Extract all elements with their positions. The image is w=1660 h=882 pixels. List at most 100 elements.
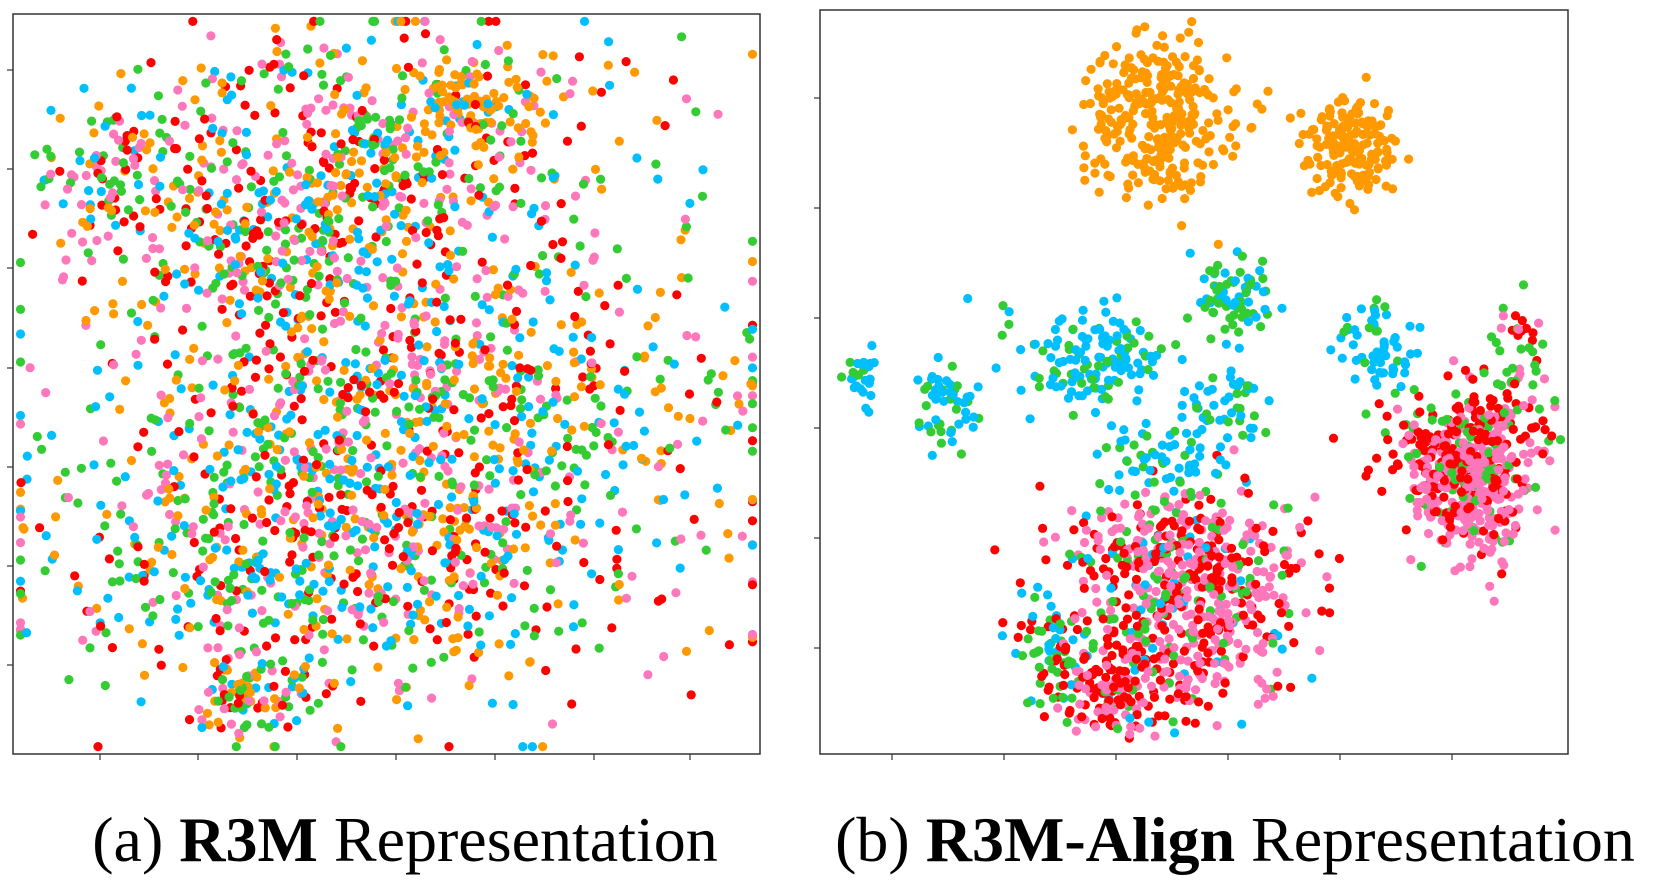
data-point-green [1045, 656, 1055, 666]
data-point-pink [1210, 678, 1220, 689]
data-point-red [1133, 641, 1143, 652]
data-point-red [133, 542, 143, 552]
data-point-cyan [948, 390, 958, 400]
data-point-green [926, 427, 936, 437]
data-point-cyan [324, 576, 334, 587]
data-point-orange [167, 222, 177, 232]
data-point-orange [1324, 133, 1334, 143]
data-point-red [491, 16, 501, 26]
data-point-red [1303, 516, 1313, 526]
data-point-green [64, 675, 74, 685]
data-point-orange [526, 327, 536, 337]
data-point-red [280, 666, 290, 677]
data-point-orange [215, 136, 225, 146]
data-point-red [406, 194, 416, 204]
data-point-pink [188, 522, 198, 532]
data-point-cyan [1016, 385, 1026, 395]
data-point-cyan [1145, 465, 1155, 475]
data-point-cyan [1148, 643, 1158, 653]
data-point-green [1130, 490, 1140, 500]
data-point-cyan [402, 582, 412, 593]
data-point-orange [357, 56, 367, 66]
data-point-orange [355, 390, 365, 400]
data-point-green [1141, 636, 1151, 646]
data-point-pink [1153, 532, 1164, 542]
data-point-green [1249, 411, 1259, 421]
data-point-orange [1086, 64, 1096, 74]
data-point-green [198, 546, 208, 556]
data-point-pink [417, 58, 427, 68]
data-point-cyan [1412, 348, 1422, 358]
data-point-pink [1159, 682, 1169, 692]
data-point-green [180, 494, 190, 504]
data-point-orange [350, 514, 360, 524]
data-point-cyan [353, 481, 363, 491]
data-point-red [250, 372, 261, 382]
data-point-cyan [1048, 623, 1058, 633]
data-point-pink [481, 265, 491, 276]
data-point-red [515, 363, 525, 373]
data-point-green [46, 151, 56, 161]
data-point-red [526, 365, 536, 375]
data-point-red [450, 547, 460, 557]
data-point-cyan [579, 16, 590, 26]
data-point-green [1479, 368, 1489, 378]
data-point-red [327, 614, 337, 624]
data-point-green [278, 656, 288, 666]
data-point-cyan [527, 742, 538, 752]
data-point-pink [1138, 698, 1148, 708]
data-point-red [522, 464, 532, 475]
data-point-pink [1151, 586, 1161, 597]
data-point-red [450, 338, 460, 348]
data-point-red [552, 541, 562, 551]
data-point-pink [443, 466, 453, 476]
data-point-orange [1143, 200, 1153, 210]
data-point-pink [1217, 609, 1227, 619]
data-point-pink [177, 101, 187, 111]
data-point-pink [280, 198, 290, 208]
data-point-red [1035, 481, 1045, 491]
data-point-pink [1153, 567, 1163, 577]
data-point-red [425, 624, 435, 634]
data-point-cyan [1236, 576, 1246, 586]
data-point-green [1143, 365, 1153, 375]
data-point-green [172, 176, 183, 186]
data-point-orange [348, 464, 358, 474]
data-point-orange [270, 694, 280, 704]
data-point-red [403, 518, 413, 528]
data-point-orange [435, 111, 445, 121]
data-point-cyan [1405, 321, 1415, 331]
data-point-pink [1111, 524, 1121, 534]
data-point-cyan [186, 598, 196, 608]
data-point-orange [1231, 141, 1241, 151]
data-point-cyan [618, 460, 628, 470]
data-point-green [299, 533, 309, 543]
data-point-cyan [450, 145, 460, 155]
data-point-cyan [1174, 463, 1184, 473]
data-point-green [100, 521, 110, 531]
data-point-pink [452, 262, 462, 272]
data-point-orange [1112, 121, 1122, 131]
data-point-orange [513, 458, 523, 468]
data-point-cyan [1350, 374, 1360, 384]
data-point-green [285, 528, 295, 538]
data-point-orange [467, 351, 477, 361]
data-point-orange [1112, 79, 1122, 89]
data-point-green [554, 626, 564, 636]
data-point-red [346, 184, 357, 194]
data-point-orange [245, 687, 255, 698]
data-point-red [1215, 518, 1225, 528]
data-point-cyan [1081, 341, 1091, 351]
data-point-orange [313, 499, 323, 509]
data-point-green [501, 517, 511, 527]
data-point-cyan [961, 407, 971, 417]
data-point-cyan [84, 186, 94, 196]
data-point-green [357, 534, 367, 544]
data-point-red [1383, 435, 1393, 445]
data-point-orange [747, 256, 758, 267]
data-point-orange [445, 250, 456, 260]
data-point-green [1245, 573, 1255, 584]
data-point-green [374, 592, 384, 602]
data-point-red [1015, 578, 1025, 588]
data-point-red [1374, 399, 1384, 409]
